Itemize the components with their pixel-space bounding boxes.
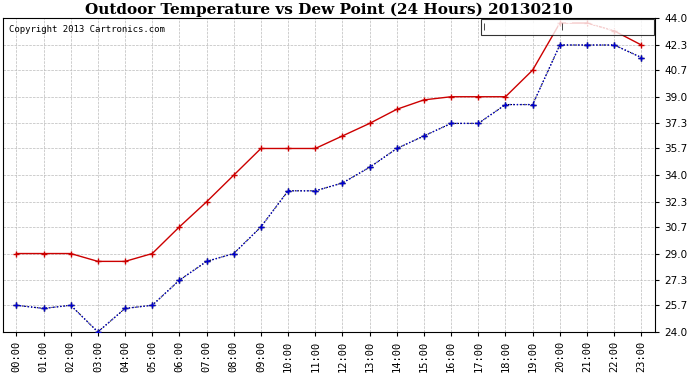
Title: Outdoor Temperature vs Dew Point (24 Hours) 20130210: Outdoor Temperature vs Dew Point (24 Hou… bbox=[85, 3, 573, 17]
Text: Copyright 2013 Cartronics.com: Copyright 2013 Cartronics.com bbox=[9, 25, 165, 34]
Legend: Dew Point  (°F), Temperature  (°F): Dew Point (°F), Temperature (°F) bbox=[481, 19, 654, 35]
